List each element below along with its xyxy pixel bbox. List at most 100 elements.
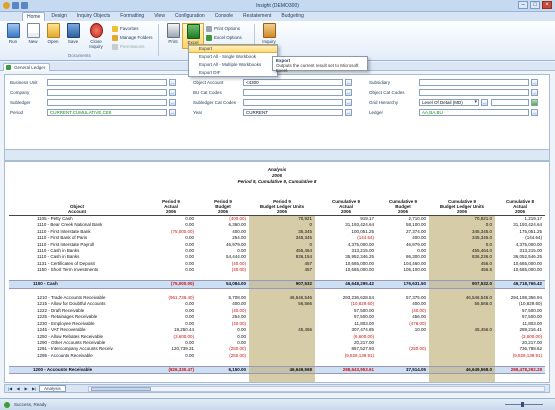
title-bar: Insight (DEMO300) – □ × [0,0,555,12]
spacer-row [9,288,545,296]
favorites-button[interactable]: Favorites [112,25,139,32]
excel-options-button[interactable]: Excel Options [206,34,242,41]
value-cell: 58,100.00 [405,222,426,228]
value-cell: 288,643,953.61 [315,365,377,375]
value-cell: 0.00 [185,301,194,307]
print-options-button[interactable]: Print Options [206,25,240,32]
maximize-button[interactable]: □ [530,1,540,9]
export-all-multiple-workbooks-item[interactable]: Export All - Multiple Workbooks [199,62,262,67]
minimize-button[interactable]: – [518,1,528,9]
object-cat-codes-lookup-button[interactable]: … [531,89,538,96]
subledger-lookup-button[interactable]: … [169,99,176,106]
value-cell: 293,236,628.54 [342,295,374,301]
prev-sheet-button[interactable]: ◀ [16,385,20,391]
quick-undo-icon[interactable] [21,2,28,9]
table-row: 1295 - Accounts Receivable 0.00 (250.00) (9… [9,352,545,360]
export-dif-item[interactable]: Export DIF [199,70,221,75]
spacer-cell [495,359,545,366]
scroll-thumb[interactable] [90,386,151,391]
zoom-slider[interactable] [499,402,549,407]
menu-view[interactable]: View [154,13,165,19]
value-cell: 0.00 [237,248,246,254]
open-button[interactable]: Open [42,23,64,49]
close-window-button[interactable]: × [542,1,552,9]
spacer-cell [495,274,545,281]
object-account-lookup-button[interactable]: … [345,79,352,86]
status-ok-icon [4,402,10,408]
menu-formatting[interactable]: Formatting [120,13,145,19]
account-cell: 1150 - Short Term Investments [37,267,99,273]
account-cell: 1110 - Bear Creek National Bank [37,222,103,228]
company-lookup-button[interactable]: … [169,89,176,96]
menu-restatement[interactable]: Restatement [243,13,272,19]
business-unit-field[interactable] [47,79,167,86]
inquiry-button[interactable]: Inquiry [258,23,280,49]
bu-cat-codes-field[interactable] [243,89,343,96]
menu-inquiry-objects[interactable]: Inquiry Objects [76,13,111,19]
year-field[interactable]: CURRENT [243,109,343,116]
export-tooltip: Export Outputs the current result set to… [272,56,368,73]
value-cell [249,380,315,382]
print-button[interactable]: Print [162,23,184,49]
new-button[interactable]: New [22,23,44,49]
apply-hierarchy-button[interactable] [531,99,538,106]
run-button[interactable]: Run [2,23,24,49]
subledger-cat-codes-field[interactable] [243,99,343,106]
export-menu-item[interactable]: Export [189,45,277,53]
subledger-field[interactable] [47,99,167,106]
value-cell: (3,600.00) [173,333,194,339]
next-sheet-button[interactable]: ▶ [24,385,28,391]
value-cell: (3,600.00) [521,333,542,339]
quick-access-toolbar[interactable] [3,2,28,9]
table-row: 1344 - Materials0.000.000.000.00 [9,380,545,382]
bu-cat-codes-lookup-button[interactable]: … [345,89,352,96]
manage-folders-button[interactable]: Manage Folders [112,34,153,41]
quick-save-icon[interactable] [12,2,19,9]
subsidiary-field[interactable] [419,79,529,86]
year-lookup-button[interactable]: … [345,109,352,116]
subsidiary-lookup-button[interactable]: … [531,79,538,86]
export-all-single-workbook-item[interactable]: Export All - Single Workbook [199,54,256,59]
last-sheet-button[interactable]: ▶| [31,385,37,391]
grid-hierarchy-button[interactable]: … [481,99,488,106]
menu-design[interactable]: Design [51,13,67,19]
object-cat-codes-field[interactable] [419,89,529,96]
tab-general-ledger[interactable]: General Ledger [3,63,51,71]
value-cell: 45,456 [249,327,315,334]
ledger-lookup-button[interactable]: … [531,109,538,116]
menu-home[interactable]: Home [22,12,46,21]
value-cell: (144.64) [357,235,374,241]
grid-hierarchy-extra-field[interactable] [491,99,529,106]
menu-configuration[interactable]: Configuration [174,13,205,19]
ledger-field[interactable]: AA,BA,BU [419,109,529,116]
table-row: 1150 - Short Term Investments 0.00 (40.00)… [9,267,545,274]
first-sheet-button[interactable]: |◀ [7,385,13,391]
object-account-field[interactable]: <4300 [243,79,343,86]
spacer-cell [9,359,145,366]
company-field[interactable] [47,89,167,96]
horizontal-scrollbar[interactable] [87,385,545,392]
value-cell: 2,710.00 [408,216,426,221]
value-cell: (478.00) [409,320,426,326]
column-header: Period 9 Budget 2006 [197,198,249,216]
spacer-cell [495,374,545,381]
grid-hierarchy-select[interactable]: Level Of Detail (MD) [419,99,479,106]
value-cell: 345,345 [249,235,315,242]
excel-button[interactable]: Excel [182,23,204,49]
subledger-cat-codes-lookup-button[interactable]: … [345,99,352,106]
menu-console[interactable]: Console [214,13,234,19]
menu-budgeting[interactable]: Budgeting [281,13,304,19]
close-inquiry-button[interactable]: Close Inquiry [84,23,108,49]
zoom-knob[interactable] [521,402,524,407]
value-cell: 4,375,000.00 [515,241,542,247]
app-orb-icon[interactable] [3,2,10,9]
period-field[interactable]: CURRENT,CUMULATIVE,CE8 [47,109,167,116]
value-cell: 857,527.93 [351,346,374,352]
permissions-button[interactable]: Permissions [112,43,145,50]
sheet-tab-analysis[interactable]: Analysis [39,385,66,392]
table-row: 1291 - Intercompany Accounts Receiv. 120,… [9,346,545,353]
ribbon: Run New Open Save Close Inquiry Favorite… [0,21,555,61]
business-unit-lookup-button[interactable]: … [169,79,176,86]
save-button[interactable]: Save [62,23,84,49]
period-lookup-button[interactable]: … [169,109,176,116]
